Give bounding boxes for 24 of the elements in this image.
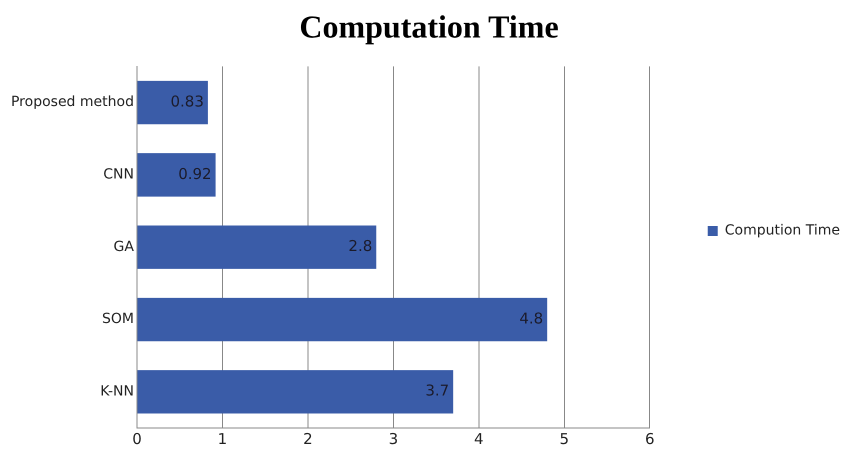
data-label: 0.92 xyxy=(178,164,212,183)
y-tick-label: SOM xyxy=(102,311,134,328)
bar xyxy=(137,80,208,124)
y-tick-label: Proposed method xyxy=(10,94,134,110)
bar xyxy=(137,298,548,342)
y-tick-label: CNN xyxy=(103,166,134,183)
data-label: 3.7 xyxy=(425,382,450,400)
y-tick-label: GA xyxy=(114,238,134,255)
chart-title: Computation Time xyxy=(299,8,559,44)
data-label: 2.8 xyxy=(348,237,372,256)
data-label: 0.83 xyxy=(170,92,204,110)
x-tick-label: 6 xyxy=(644,430,655,448)
x-tick-label: 2 xyxy=(303,430,313,448)
x-tick-label: 4 xyxy=(474,430,484,448)
x-tick-label: 3 xyxy=(388,430,398,448)
x-tick-label: 0 xyxy=(132,430,142,448)
legend-label: Compution Time xyxy=(724,222,840,239)
y-tick-label: K-NN xyxy=(100,383,134,400)
data-label: 4.8 xyxy=(519,309,544,328)
bar xyxy=(137,153,216,197)
x-tick-label: 1 xyxy=(218,430,228,448)
x-tick-label: 5 xyxy=(560,430,570,448)
bar xyxy=(137,370,454,414)
bar xyxy=(137,226,376,269)
